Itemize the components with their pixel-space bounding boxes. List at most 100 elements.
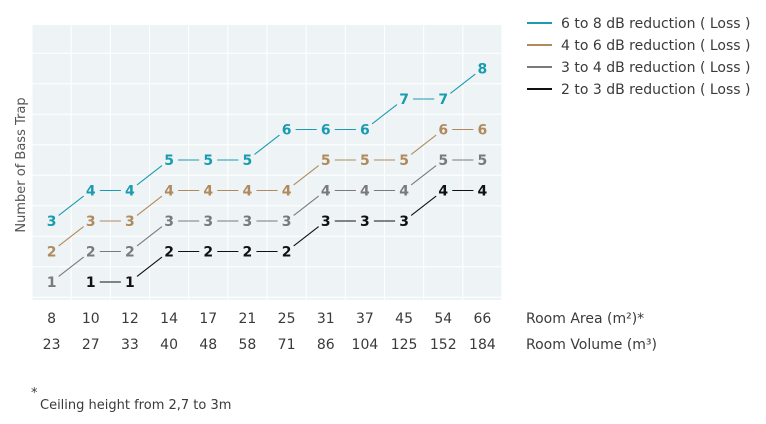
series-1-segment <box>371 104 398 125</box>
x-tick-label-area: 25 <box>278 311 296 327</box>
x-tick-label-area: 10 <box>82 311 100 327</box>
series-3-point-label: 3 <box>243 214 253 230</box>
x-tick-labels-volume: 23 27 33 40 48 58 71 86 104 125 152 184 <box>43 337 496 353</box>
series-2-segment <box>410 134 437 155</box>
series-3-point-label: 3 <box>203 214 213 230</box>
series-3-segment <box>410 165 437 186</box>
series-2-point-label: 5 <box>321 153 331 169</box>
series-4-segment <box>136 256 163 277</box>
series-1-point-label: 7 <box>438 92 448 108</box>
series-3-segment <box>293 195 319 216</box>
x-tick-label-area: 54 <box>434 311 452 327</box>
series-1-point-label: 6 <box>360 123 370 139</box>
x-tick-label-volume: 23 <box>43 337 61 353</box>
x-tick-label-area: 12 <box>121 311 139 327</box>
series-3-point-label: 2 <box>125 245 135 261</box>
series-4-point-label: 1 <box>125 275 135 291</box>
series-2-segment <box>293 165 319 186</box>
legend-label-3: 3 to 4 dB reduction ( Loss ) <box>561 60 750 76</box>
series-3-point-label: 2 <box>86 245 96 261</box>
series-3-point-label: 3 <box>282 214 292 230</box>
x-tick-label-area: 14 <box>160 311 178 327</box>
legend-label-1: 6 to 8 dB reduction ( Loss ) <box>561 16 750 32</box>
series-4-point-label: 2 <box>203 245 213 261</box>
series-3-point-label: 5 <box>438 153 448 169</box>
series-1-segment <box>254 134 280 155</box>
x-tick-label-volume: 27 <box>82 337 100 353</box>
series-2-point-label: 5 <box>360 153 370 169</box>
series-2-segment <box>136 195 163 216</box>
series-3-point-label: 3 <box>164 214 174 230</box>
series-1-point-label: 3 <box>47 214 57 230</box>
series-2-point-label: 3 <box>86 214 96 230</box>
series-2-point-label: 4 <box>243 184 253 200</box>
series-2-point-label: 3 <box>125 214 135 230</box>
series-1-point-label: 4 <box>125 184 135 200</box>
series-3-point-label: 4 <box>399 184 409 200</box>
series-4-point-label: 3 <box>321 214 331 230</box>
x-tick-label-volume: 33 <box>121 337 139 353</box>
series-1-point-label: 5 <box>203 153 213 169</box>
legend-label-4: 2 to 3 dB reduction ( Loss ) <box>561 82 750 98</box>
series-4-point-label: 2 <box>282 245 292 261</box>
x-tick-label-volume: 184 <box>469 337 496 353</box>
y-axis-label: Number of Bass Trap <box>14 97 29 232</box>
series-1-point-label: 8 <box>478 62 488 78</box>
series-1-point-label: 5 <box>243 153 253 169</box>
series-2-point-label: 2 <box>47 245 57 261</box>
series-4-point-label: 3 <box>360 214 370 230</box>
x-tick-label-area: 66 <box>474 311 492 327</box>
series-3-segment <box>58 256 84 277</box>
x-tick-label-area: 17 <box>199 311 217 327</box>
series-4-point-label: 1 <box>86 275 96 291</box>
series-1-point-label: 5 <box>164 153 174 169</box>
series-2-point-label: 4 <box>203 184 213 200</box>
point-labels: 3 4 4 5 5 5 6 6 6 7 7 8 2 3 3 4 4 4 4 5 5 5 6 6 1 2 2 3 3 3 3 4 4 4 5 5 1 1 2 2… <box>47 62 488 292</box>
series-1-segment <box>58 195 84 216</box>
footnote-text: Ceiling height from 2,7 to 3m <box>40 398 231 413</box>
series-2-point-label: 5 <box>399 153 409 169</box>
x-tick-label-area: 31 <box>317 311 335 327</box>
footnote-mark: * <box>31 386 38 401</box>
series-2-point-label: 6 <box>438 123 448 139</box>
series-3-point-label: 5 <box>478 153 488 169</box>
series-1-segment <box>136 165 163 186</box>
series-2-point-label: 4 <box>164 184 174 200</box>
legend-label-2: 4 to 6 dB reduction ( Loss ) <box>561 38 750 54</box>
x-tick-label-volume: 48 <box>199 337 217 353</box>
x-tick-label-volume: 125 <box>391 337 418 353</box>
x-tick-label-volume: 86 <box>317 337 335 353</box>
series-1-point-label: 7 <box>399 92 409 108</box>
x-tick-label-area: 45 <box>395 311 413 327</box>
x-tick-label-volume: 40 <box>160 337 178 353</box>
x-tick-labels-area: 8 10 12 14 17 21 25 31 37 45 54 66 <box>47 311 491 327</box>
x-tick-label-area: 37 <box>356 311 374 327</box>
x-tick-label-area: 8 <box>47 311 56 327</box>
x-tick-label-volume: 152 <box>430 337 457 353</box>
series-3-point-label: 4 <box>360 184 370 200</box>
series-4-point-label: 2 <box>243 245 253 261</box>
x-axis-label-area: Room Area (m²)* <box>526 311 644 327</box>
x-tick-label-volume: 104 <box>352 337 379 353</box>
series-4-point-label: 4 <box>478 184 488 200</box>
series-2-point-label: 6 <box>478 123 488 139</box>
series-2-segment <box>58 226 84 247</box>
series-4-point-label: 4 <box>438 184 448 200</box>
series-4-point-label: 3 <box>399 214 409 230</box>
series-1-point-label: 6 <box>282 123 292 139</box>
x-tick-label-volume: 58 <box>239 337 257 353</box>
series-2-point-label: 4 <box>282 184 292 200</box>
series-4-segment <box>410 195 437 216</box>
series-1-point-label: 6 <box>321 123 331 139</box>
series-lines <box>58 73 476 283</box>
series-3-point-label: 4 <box>321 184 331 200</box>
series-3-segment <box>136 226 163 247</box>
series-4-segment <box>293 226 319 247</box>
series-3-point-label: 1 <box>47 275 57 291</box>
legend: 6 to 8 dB reduction ( Loss ) 4 to 6 dB re… <box>527 16 750 98</box>
x-axis-label-volume: Room Volume (m³) <box>526 337 657 353</box>
series-1-point-label: 4 <box>86 184 96 200</box>
series-4-point-label: 2 <box>164 245 174 261</box>
x-tick-label-area: 21 <box>239 311 257 327</box>
